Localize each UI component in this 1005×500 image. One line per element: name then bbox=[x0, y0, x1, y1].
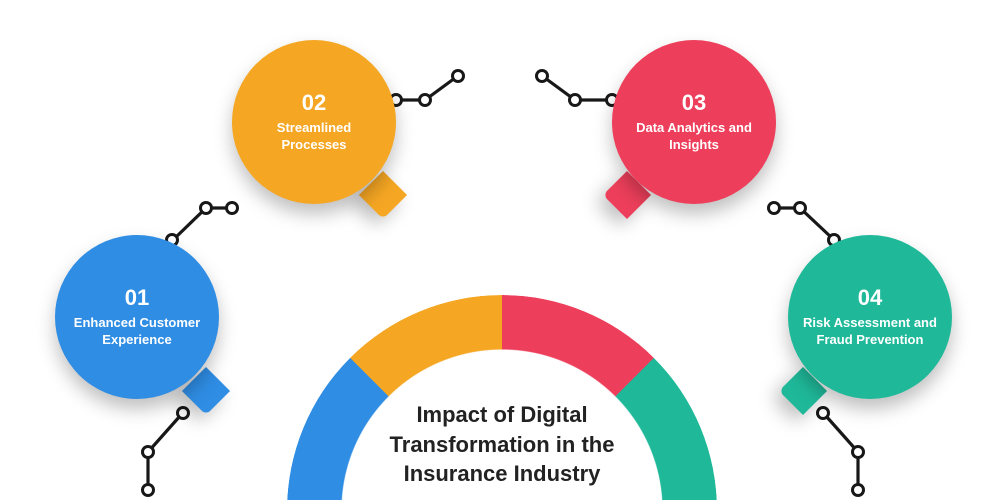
bubble-b1: 01 Enhanced Customer Experience bbox=[55, 235, 219, 399]
connector-line bbox=[826, 416, 858, 490]
center-title-line3: Insurance Industry bbox=[404, 461, 601, 486]
bubble-b3: 03 Data Analytics and Insights bbox=[612, 40, 776, 204]
bubble-b4: 04 Risk Assessment and Fraud Prevention bbox=[788, 235, 952, 399]
bubble-label-line1: Risk Assessment and bbox=[803, 315, 937, 330]
bubble-label: Risk Assessment and Fraud Prevention bbox=[793, 315, 947, 349]
bubble-label-line1: Streamlined bbox=[277, 120, 351, 135]
connector-line bbox=[148, 416, 180, 490]
bubble-number: 02 bbox=[302, 90, 326, 116]
center-title-line2: Transformation in the bbox=[390, 432, 615, 457]
bubble-label-line2: Processes bbox=[281, 137, 346, 152]
center-title-line1: Impact of Digital bbox=[416, 402, 587, 427]
bubble-label-line1: Data Analytics and bbox=[636, 120, 752, 135]
connector-line bbox=[774, 208, 832, 238]
bubble-label-line1: Enhanced Customer bbox=[74, 315, 200, 330]
connector-line bbox=[175, 208, 232, 238]
bubble-label: Enhanced Customer Experience bbox=[64, 315, 210, 349]
bubble-label-line2: Experience bbox=[102, 332, 171, 347]
bubble-label: Streamlined Processes bbox=[267, 120, 361, 154]
bubble-label-line2: Fraud Prevention bbox=[817, 332, 924, 347]
center-title: Impact of Digital Transformation in the … bbox=[352, 400, 652, 489]
bubble-number: 01 bbox=[125, 285, 149, 311]
infographic-stage: Impact of Digital Transformation in the … bbox=[0, 0, 1005, 500]
bubble-label-line2: Insights bbox=[669, 137, 719, 152]
connector-line bbox=[396, 78, 455, 100]
bubble-b2: 02 Streamlined Processes bbox=[232, 40, 396, 204]
bubble-number: 03 bbox=[682, 90, 706, 116]
bubble-number: 04 bbox=[858, 285, 882, 311]
bubble-label: Data Analytics and Insights bbox=[626, 120, 762, 154]
connector-line bbox=[545, 78, 612, 100]
